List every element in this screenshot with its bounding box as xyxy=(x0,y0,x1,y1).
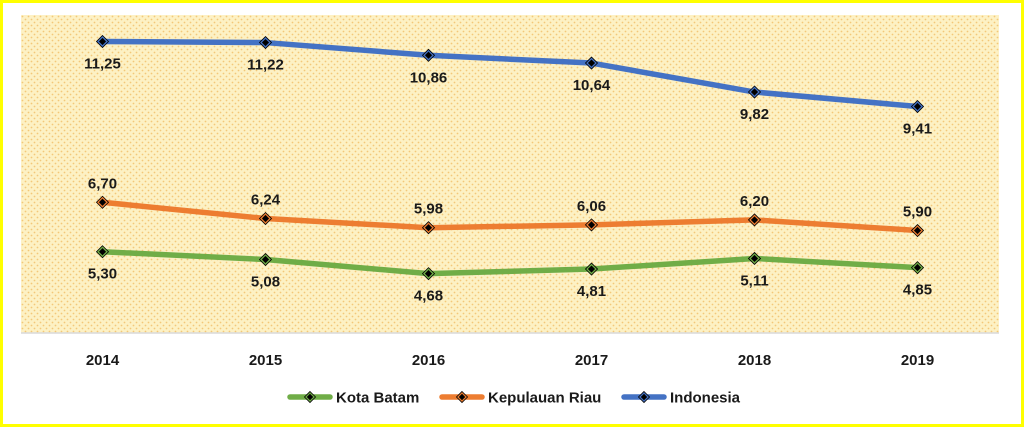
marker-core-kota-batam-2016 xyxy=(424,270,433,278)
marker-core-kepulauan-riau-2018 xyxy=(750,216,759,224)
x-tick-label-2014: 2014 xyxy=(86,352,120,369)
x-tick-label-2017: 2017 xyxy=(575,352,608,369)
marker-core-kepulauan-riau-2015 xyxy=(261,214,270,223)
marker-core-kota-batam-2015 xyxy=(261,255,270,264)
series-line-kepulauan-riau xyxy=(99,199,921,234)
marker-core-kota-batam-2018 xyxy=(750,254,759,263)
x-tick-label-2018: 2018 xyxy=(738,352,771,369)
data-label-kota-batam-2015: 5,08 xyxy=(251,274,280,291)
legend-marker-core-kepulauan-riau xyxy=(458,393,466,401)
x-tick-label-2015: 2015 xyxy=(249,352,282,369)
data-label-indonesia-2018: 9,82 xyxy=(740,106,769,123)
data-label-indonesia-2015: 11,22 xyxy=(247,57,284,74)
series-line-indonesia xyxy=(99,38,921,110)
data-label-indonesia-2019: 9,41 xyxy=(903,121,932,138)
data-label-indonesia-2014: 11,25 xyxy=(84,56,121,73)
data-label-kota-batam-2019: 4,85 xyxy=(903,282,932,299)
marker-core-kota-batam-2019 xyxy=(913,264,922,272)
legend-label-kepulauan-riau: Kepulauan Riau xyxy=(488,390,601,407)
legend-marker-core-kota-batam xyxy=(306,393,314,401)
legend-label-indonesia: Indonesia xyxy=(670,390,741,407)
marker-core-indonesia-2017 xyxy=(587,59,596,67)
series-line-kota-batam xyxy=(99,248,921,277)
data-label-indonesia-2016: 10,86 xyxy=(410,69,448,86)
marker-core-kepulauan-riau-2016 xyxy=(424,224,433,232)
marker-core-indonesia-2019 xyxy=(913,102,922,111)
data-label-kepulauan-riau-2019: 5,90 xyxy=(903,204,932,221)
data-label-kota-batam-2017: 4,81 xyxy=(577,283,606,300)
line-chart: 5,30 5,08 4,68 4,81 5,11 4,85 6,70 6,24 5,98 6,06… xyxy=(21,15,999,407)
data-label-kepulauan-riau-2015: 6,24 xyxy=(251,192,281,209)
plot-area xyxy=(21,15,999,333)
data-label-kota-batam-2016: 4,68 xyxy=(414,288,443,305)
marker-core-indonesia-2015 xyxy=(261,38,270,47)
marker-core-kepulauan-riau-2017 xyxy=(587,221,596,229)
marker-core-indonesia-2016 xyxy=(424,51,433,59)
legend-marker-core-indonesia xyxy=(640,393,648,401)
x-tick-label-2019: 2019 xyxy=(901,352,934,369)
marker-core-kepulauan-riau-2014 xyxy=(98,198,107,206)
data-label-kepulauan-riau-2018: 6,20 xyxy=(740,193,769,210)
marker-core-kepulauan-riau-2019 xyxy=(913,226,922,235)
marker-core-indonesia-2018 xyxy=(750,88,759,96)
data-label-kepulauan-riau-2017: 6,06 xyxy=(577,198,606,215)
marker-core-kota-batam-2014 xyxy=(98,248,107,256)
x-tick-label-2016: 2016 xyxy=(412,352,445,369)
data-label-indonesia-2017: 10,64 xyxy=(573,77,611,94)
data-label-kota-batam-2018: 5,11 xyxy=(740,272,768,289)
legend-label-kota-batam: Kota Batam xyxy=(336,390,419,407)
marker-core-indonesia-2014 xyxy=(98,37,107,46)
marker-core-kota-batam-2017 xyxy=(587,265,596,273)
data-label-kota-batam-2014: 5,30 xyxy=(88,266,117,283)
data-label-kepulauan-riau-2014: 6,70 xyxy=(88,175,117,192)
data-label-kepulauan-riau-2016: 5,98 xyxy=(414,201,443,218)
